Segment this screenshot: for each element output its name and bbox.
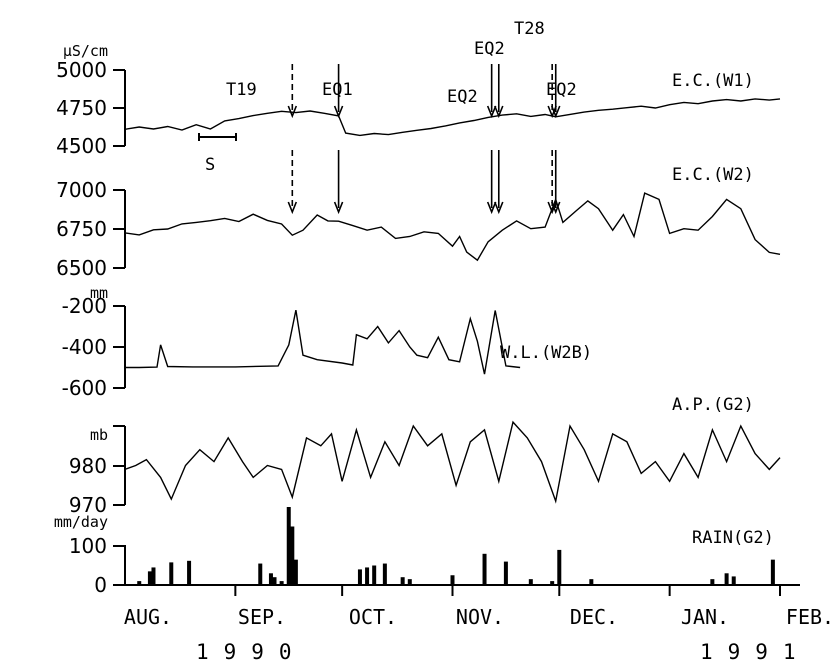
ytick-label-wl_w2b: -200	[62, 294, 107, 318]
panel-ap_g2	[113, 420, 781, 506]
axis-ec_w2	[113, 189, 126, 269]
event-label-eq2: EQ2	[447, 87, 478, 107]
event-label-eq2: EQ2	[474, 39, 505, 59]
rain-bar	[557, 549, 562, 585]
ytick-label-ec_w2: 6750	[56, 217, 107, 241]
month-label: JAN.	[681, 605, 729, 629]
event-arrowhead-t28-ec_w2	[547, 201, 557, 215]
ytick-label-ec_w2: 7000	[56, 178, 107, 202]
rain-bar	[503, 561, 508, 585]
series-line-wl_w2b	[125, 309, 521, 375]
rain-bar	[731, 576, 736, 585]
ytick-label-ap_g2: 980	[69, 454, 107, 478]
month-label: SEP.	[238, 605, 286, 629]
event-arrowhead-eq2-ec_w1	[486, 105, 497, 119]
event-arrowhead-t19-ec_w1	[287, 105, 298, 119]
event-arrowhead-eq2-ec_w2	[550, 201, 561, 215]
series-name-ec_w2: E.C.(W2)	[672, 165, 754, 185]
event-arrowhead-eq1-ec_w1	[333, 105, 344, 119]
rain-bar	[365, 567, 370, 585]
event-arrowhead-eq2-ec_w1	[550, 105, 561, 119]
ytick-label-ec_w2: 6500	[56, 256, 107, 280]
month-label: DEC.	[570, 605, 618, 629]
event-label-eq1: EQ1	[322, 80, 353, 100]
rain-bar	[290, 526, 295, 585]
series-name-ap_g2: A.P.(G2)	[672, 395, 754, 415]
rain-bar	[450, 575, 455, 585]
event-label-eq2: EQ2	[546, 80, 577, 100]
rain-bar	[357, 569, 362, 585]
scale-bar-label: S	[205, 155, 215, 175]
axis-ap_g2	[113, 425, 126, 506]
unit-label-ec_w1: µS/cm	[63, 42, 108, 60]
rain-bar	[151, 567, 156, 585]
ytick-label-ec_w1: 4750	[56, 96, 107, 120]
month-label: FEB.	[786, 605, 834, 629]
ytick-label-rain_g2: 100	[69, 534, 107, 558]
panel-rain_g2	[113, 507, 800, 586]
rain-bar	[286, 507, 291, 585]
rain-bar	[382, 563, 387, 585]
event-arrowhead-eq2-ec_w2	[494, 201, 504, 215]
ytick-label-rain_g2: 0	[94, 573, 107, 597]
unit-label-ap_g2: mb	[90, 426, 108, 444]
axis-ec_w1	[113, 69, 126, 147]
event-arrowhead-t19-ec_w2	[287, 201, 298, 215]
series-name-wl_w2b: W.L.(W2B)	[500, 343, 592, 363]
rain-bar	[169, 562, 174, 585]
rain-bar	[268, 573, 273, 585]
rain-bar	[400, 577, 405, 585]
ytick-label-wl_w2b: -400	[62, 335, 107, 359]
ytick-label-ec_w1: 4500	[56, 134, 107, 158]
unit-label-rain_g2: mm/day	[54, 513, 108, 531]
rain-bar	[372, 565, 377, 585]
series-name-rain_g2: RAIN(G2)	[692, 528, 774, 548]
scale-bar	[198, 133, 237, 141]
month-label: OCT.	[349, 605, 397, 629]
rain-bar	[147, 571, 152, 585]
rain-bar	[710, 579, 715, 585]
unit-label-wl_w2b: mm	[90, 284, 108, 302]
year-label-1990: 1990	[196, 640, 307, 664]
series-name-ec_w1: E.C.(W1)	[672, 71, 754, 91]
event-arrowhead-eq1-ec_w2	[333, 201, 344, 215]
rain-bar	[293, 559, 298, 585]
rain-bar	[482, 553, 487, 585]
series-line-ec_w1	[124, 98, 781, 137]
series-line-ap_g2	[124, 420, 781, 504]
rain-bar	[550, 581, 555, 585]
axis-rain_g2	[113, 545, 800, 586]
panel-ec_w2	[113, 189, 781, 269]
month-label: AUG.	[124, 605, 172, 629]
event-arrowhead-eq2-ec_w2	[486, 201, 497, 215]
rain-bar	[187, 560, 192, 585]
panel-ec_w1	[113, 69, 781, 147]
rain-bar	[137, 581, 142, 585]
rain-bar	[258, 563, 263, 585]
event-label-t19: T19	[226, 80, 257, 100]
ytick-label-ap_g2: 970	[69, 493, 107, 517]
rain-bar	[272, 577, 277, 585]
ytick-label-wl_w2b: -600	[62, 376, 107, 400]
ytick-label-ec_w1: 5000	[56, 58, 107, 82]
month-label: NOV.	[456, 605, 504, 629]
rain-bar	[589, 579, 594, 585]
series-line-ec_w2	[124, 192, 781, 262]
year-label-1991: 1991	[700, 640, 811, 664]
event-arrowhead-t28-ec_w1	[547, 105, 557, 119]
rain-bar	[407, 579, 412, 585]
axis-wl_w2b	[113, 305, 126, 389]
rain-bar	[528, 579, 533, 585]
rain-bar	[724, 573, 729, 585]
event-label-t28: T28	[514, 19, 545, 39]
rain-bar	[770, 559, 775, 585]
rain-bar	[279, 581, 284, 585]
event-arrowhead-eq2-ec_w1	[494, 105, 504, 119]
panel-wl_w2b	[113, 305, 521, 389]
